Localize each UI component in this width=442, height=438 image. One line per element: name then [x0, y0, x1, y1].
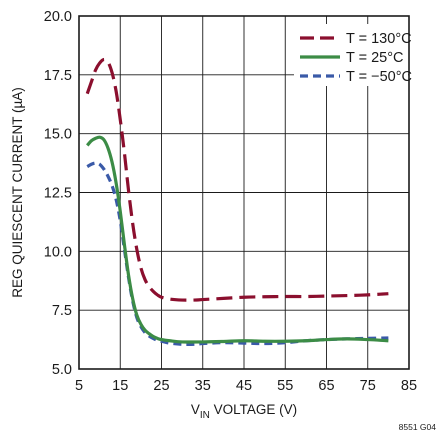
x-tick-label: 75 — [360, 378, 376, 394]
x-tick-label: 5 — [75, 378, 83, 394]
series-line-0 — [85, 57, 389, 302]
y-tick-label: 10.0 — [44, 244, 72, 260]
y-tick-label: 7.5 — [52, 303, 72, 319]
y-axis-title: REG QUIESCENT CURRENT (µA) — [10, 87, 25, 298]
x-tick-label: 55 — [277, 378, 293, 394]
series-layer — [85, 57, 389, 347]
y-axis-ticks: 5.0 7.5 10.0 12.5 15.0 17.5 20.0 — [44, 9, 72, 378]
x-axis-title: VIN VOLTAGE (V) — [191, 402, 297, 421]
legend-label: T = 130°C — [346, 31, 412, 47]
x-axis-title-rest: VOLTAGE (V) — [210, 402, 297, 417]
x-axis-title-main: V — [191, 402, 200, 417]
figure-code: 8551 G04 — [399, 422, 437, 432]
plot-frame — [78, 15, 410, 370]
y-tick-label: 17.5 — [44, 68, 72, 84]
legend: T = 130°C T = 25°C T = −50°C — [294, 24, 412, 86]
x-tick-label: 15 — [112, 378, 128, 394]
y-tick-label: 5.0 — [52, 362, 72, 378]
x-tick-label: 65 — [318, 378, 334, 394]
x-tick-label: 45 — [236, 378, 252, 394]
y-tick-label: 20.0 — [44, 9, 72, 25]
x-axis-title-subscript: IN — [200, 410, 210, 421]
y-tick-label: 15.0 — [44, 127, 72, 143]
series-line-1 — [86, 135, 389, 344]
series-line-2 — [86, 161, 389, 347]
x-tick-label: 25 — [153, 378, 169, 394]
legend-label: T = −50°C — [346, 69, 412, 85]
x-axis-ticks: 5 15 25 35 45 55 65 75 85 — [75, 378, 417, 394]
y-tick-label: 12.5 — [44, 186, 72, 202]
x-tick-label: 35 — [195, 378, 211, 394]
legend-label: T = 25°C — [346, 50, 404, 66]
x-tick-label: 85 — [401, 378, 417, 394]
